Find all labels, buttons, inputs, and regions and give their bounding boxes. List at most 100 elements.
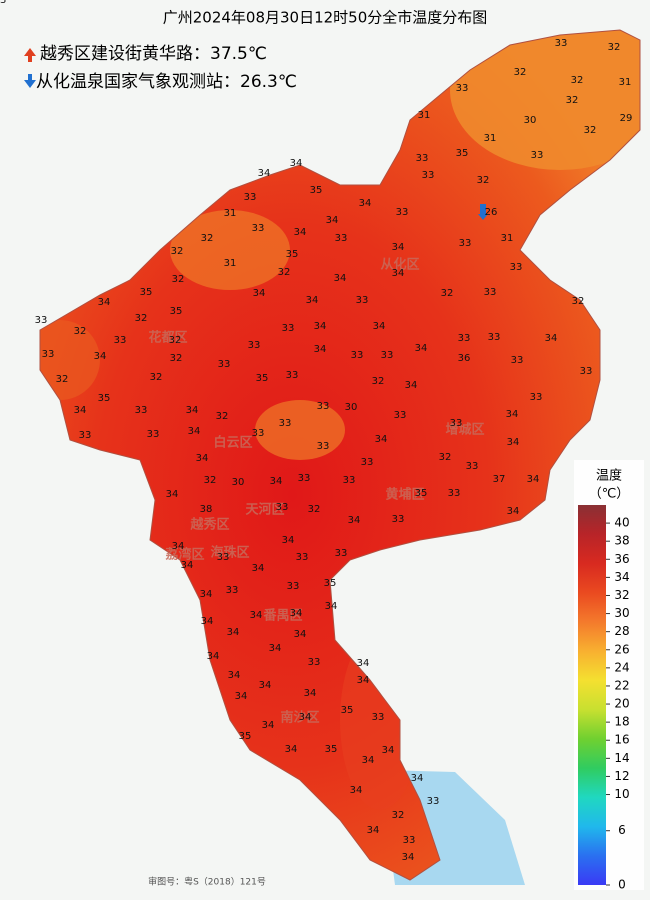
station-value: 33	[396, 207, 409, 218]
station-value: 33	[372, 712, 385, 723]
station-value: 33	[248, 340, 261, 351]
legend-tick-label: 32	[614, 588, 629, 602]
station-value: 32	[584, 125, 597, 136]
legend-tick-label: 20	[614, 697, 629, 711]
station-value: 33	[403, 835, 416, 846]
station-value: 33	[244, 192, 257, 203]
station-value: 33	[580, 366, 593, 377]
station-value: 32	[56, 374, 69, 385]
station-value: 33	[351, 350, 364, 361]
station-value: 32	[566, 95, 579, 106]
station-value: 34	[294, 629, 307, 640]
station-value: 33	[466, 461, 479, 472]
station-value: 34	[382, 745, 395, 756]
station-value: 34	[201, 616, 214, 627]
station-value: 33	[298, 473, 311, 484]
district-label: 海珠区	[210, 545, 249, 561]
station-value: 33	[286, 370, 299, 381]
station-value: 34	[411, 773, 424, 784]
station-value: 34	[259, 680, 272, 691]
station-value: 33	[218, 359, 231, 370]
station-value: 32	[278, 267, 291, 278]
station-value: 34	[527, 474, 540, 485]
district-label: 越秀区	[189, 517, 229, 533]
station-value: 34	[405, 380, 418, 391]
station-value: 34	[258, 168, 271, 179]
station-value: 33	[531, 150, 544, 161]
legend-tick-label: 12	[614, 769, 629, 783]
district-label: 增城区	[445, 422, 484, 438]
station-value: 34	[375, 434, 388, 445]
station-value: 32	[172, 274, 185, 285]
legend-tick-label: 30	[614, 606, 629, 620]
station-value: 35	[325, 744, 338, 755]
station-value: 34	[314, 321, 327, 332]
station-value: 34	[290, 158, 303, 169]
station-value: 33	[456, 83, 469, 94]
district-label: 南沙区	[280, 710, 319, 726]
station-value: 32	[514, 67, 527, 78]
legend-tick-label: 10	[614, 787, 629, 801]
legend-unit: （℃）	[589, 487, 630, 502]
station-value: 32	[216, 411, 229, 422]
station-value: 33	[458, 333, 471, 344]
colorbar	[578, 505, 606, 885]
legend-tick-label: 34	[614, 570, 629, 584]
station-value: 34	[196, 453, 209, 464]
station-value: 30	[524, 115, 537, 126]
legend-tick-label: 0	[618, 878, 626, 892]
station-value: 34	[186, 405, 199, 416]
station-value: 34	[304, 688, 317, 699]
station-value: 34	[325, 601, 338, 612]
station-value: 34	[166, 489, 179, 500]
station-value: 32	[74, 326, 87, 337]
station-value: 33	[427, 796, 440, 807]
station-value: 34	[98, 297, 111, 308]
station-value: 30	[345, 402, 358, 413]
station-value: 34	[357, 675, 370, 686]
station-value: 34	[402, 852, 415, 863]
station-value: 35	[98, 393, 111, 404]
station-value: 38	[200, 504, 213, 515]
station-value: 35	[286, 249, 299, 260]
station-value: 34	[359, 198, 372, 209]
station-value: 34	[181, 560, 194, 571]
station-value: 34	[262, 720, 275, 731]
station-value: 33	[392, 514, 405, 525]
station-value: 29	[620, 113, 633, 124]
legend-tick-label: 36	[614, 552, 629, 566]
station-value: 33	[0, 0, 6, 6]
station-value: 31	[418, 110, 431, 121]
station-value: 33	[135, 405, 148, 416]
station-value: 35	[256, 373, 269, 384]
station-value: 33	[335, 233, 348, 244]
station-value: 33	[287, 581, 300, 592]
max-icon	[24, 48, 36, 62]
station-value: 34	[250, 610, 263, 621]
station-value: 31	[484, 133, 497, 144]
station-value: 35	[415, 488, 428, 499]
station-value: 32	[170, 353, 183, 364]
station-value: 32	[171, 246, 184, 257]
district-label: 荔湾区	[164, 547, 204, 563]
station-value: 33	[252, 428, 265, 439]
station-value: 33	[335, 548, 348, 559]
station-value: 33	[226, 585, 239, 596]
annotation-max: 越秀区建设街黄华路：37.5℃	[40, 44, 267, 64]
station-value: 32	[372, 376, 385, 387]
legend-tick-label: 18	[614, 715, 629, 729]
station-value: 34	[367, 825, 380, 836]
station-value: 34	[270, 476, 283, 487]
station-value: 34	[74, 405, 87, 416]
station-value: 33	[555, 38, 568, 49]
min-icon	[24, 74, 36, 88]
station-value: 33	[296, 552, 309, 563]
station-value: 33	[416, 153, 429, 164]
station-value: 31	[224, 258, 237, 269]
station-value: 34	[334, 273, 347, 284]
station-value: 32	[204, 475, 217, 486]
station-value: 33	[35, 315, 48, 326]
station-value: 32	[169, 335, 182, 346]
station-value: 35	[239, 731, 252, 742]
